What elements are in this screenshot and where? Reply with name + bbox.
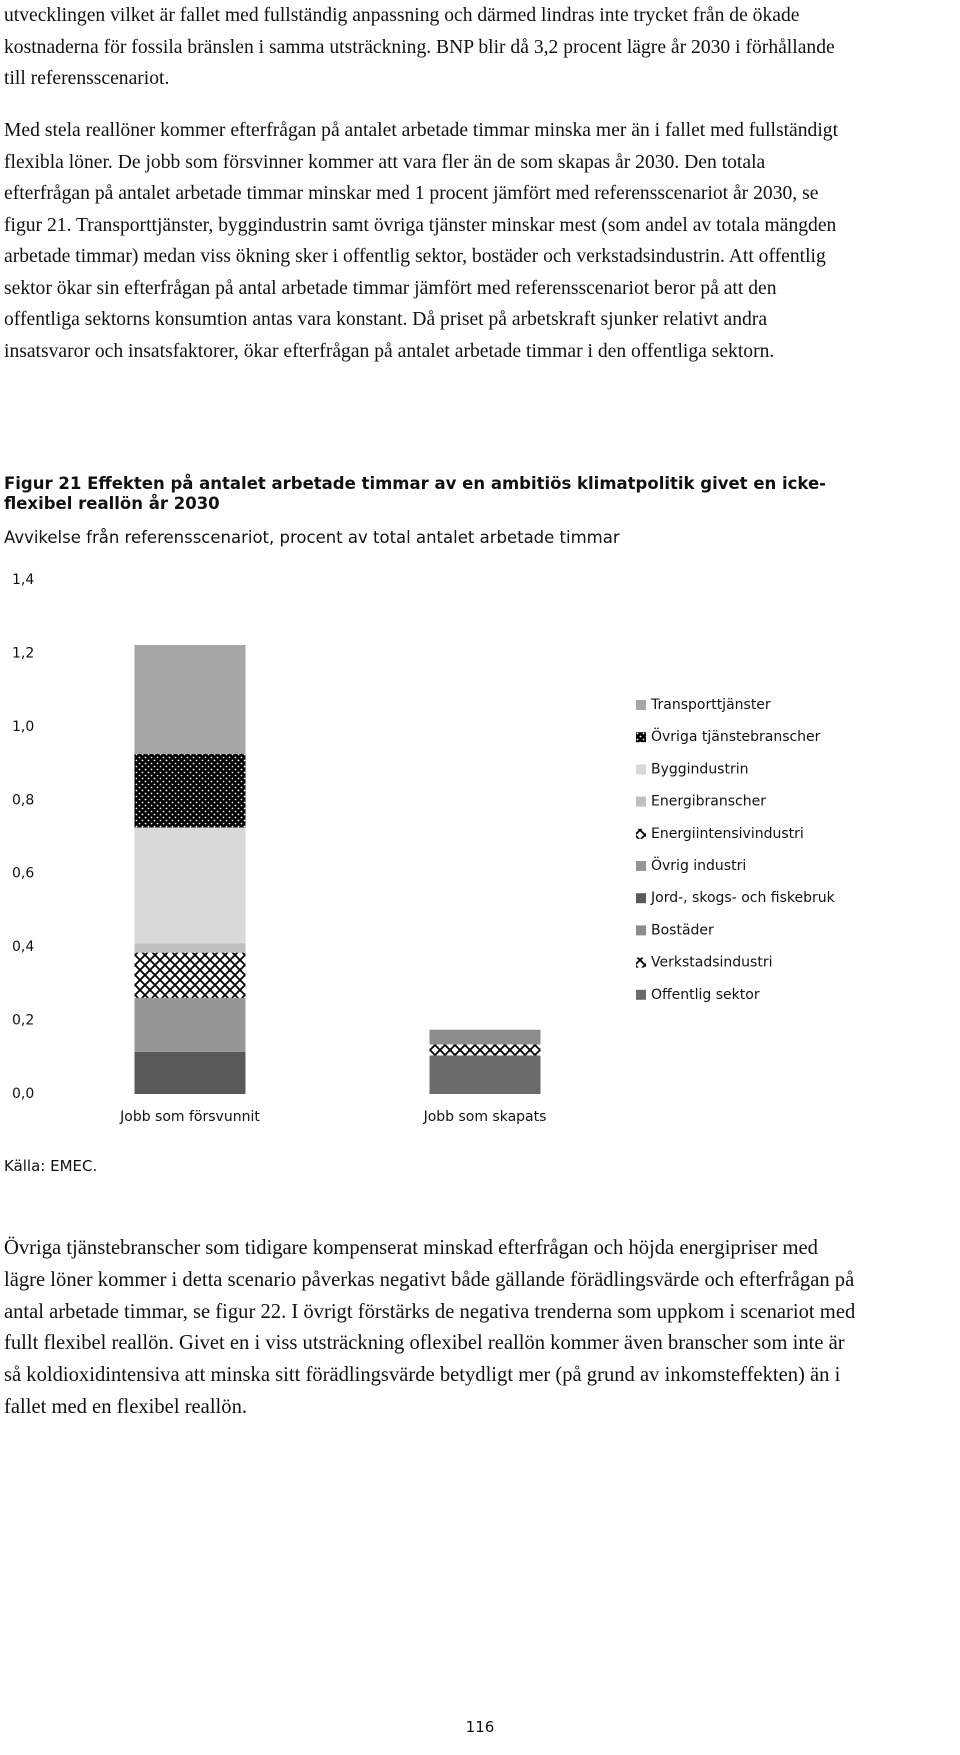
y-tick-label: 0,6: [12, 866, 34, 882]
bar-segment: [134, 754, 246, 828]
legend-swatch: [636, 957, 646, 968]
bar-segment: [134, 644, 246, 755]
legend-swatch: [636, 828, 646, 839]
figure-title: Figur 21 Effekten på antalet arbetade ti…: [4, 474, 827, 513]
page-number: 116: [465, 1718, 495, 1736]
paragraph: Med stela reallöner kommer efterfrågan p…: [4, 120, 839, 362]
bar-segment: [134, 1051, 246, 1094]
legend-swatch: [636, 700, 646, 710]
legend-swatch: [636, 764, 646, 775]
bar-segment: [429, 1044, 541, 1056]
y-tick-label: 0,8: [12, 792, 34, 808]
legend-label: Energibranscher: [651, 794, 766, 810]
legend-swatch: [636, 861, 646, 871]
y-tick-label: 1,4: [12, 572, 34, 588]
bar-segment: [429, 1055, 541, 1094]
legend-swatch: [636, 732, 646, 743]
bar-segment: [134, 952, 246, 998]
y-tick-label: 1,2: [12, 645, 34, 661]
paragraph: Övriga tjänstebranscher som tidigare kom…: [4, 1237, 856, 1418]
legend-swatch: [636, 989, 646, 1000]
legend-label: Byggindustrin: [651, 761, 749, 777]
legend-label: Övriga tjänstebranscher: [651, 727, 821, 745]
legend-label: Offentlig sektor: [651, 987, 760, 1003]
y-tick-label: 0,4: [12, 939, 34, 955]
source: Källa: EMEC.: [4, 1157, 98, 1175]
legend-swatch: [636, 893, 646, 904]
bar-segment: [134, 827, 246, 944]
y-tick-label: 1,0: [12, 719, 34, 735]
paragraph: utvecklingen vilket är fallet med fullst…: [4, 5, 835, 89]
legend-label: Bostäder: [651, 922, 714, 938]
figure-subtitle: Avvikelse från referensscenariot, procen…: [4, 528, 620, 547]
x-tick-label: Jobb som försvunnit: [119, 1109, 260, 1125]
bar-segment: [134, 943, 246, 953]
legend-swatch: [636, 925, 646, 936]
bar-segment: [429, 1029, 541, 1045]
legend-label: Energiintensivindustri: [651, 826, 804, 842]
legend-label: Jord-, skogs- och fiskebruk: [650, 890, 836, 906]
bar-segment: [134, 997, 246, 1052]
legend-label: Verkstadsindustri: [651, 955, 772, 971]
legend-swatch: [636, 796, 646, 807]
x-tick-label: Jobb som skapats: [423, 1109, 547, 1125]
legend-label: Övrig industri: [651, 856, 746, 874]
y-tick-label: 0,0: [12, 1086, 34, 1102]
legend-label: Transporttjänster: [650, 697, 771, 713]
y-tick-label: 0,2: [12, 1013, 34, 1029]
